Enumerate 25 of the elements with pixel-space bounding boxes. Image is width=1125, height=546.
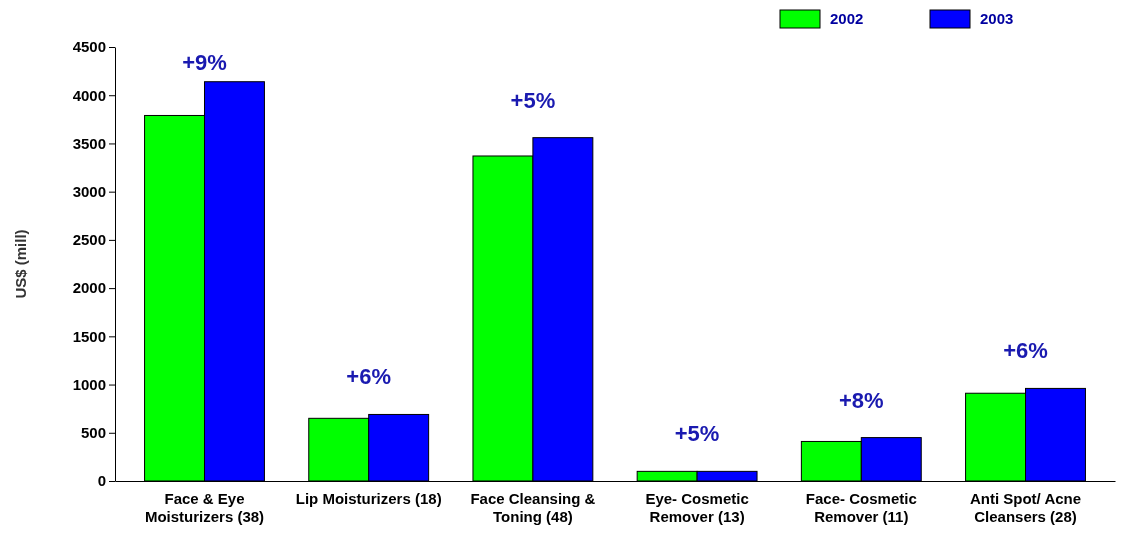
- y-tick-label: 3500: [72, 134, 106, 152]
- y-tick-label: 4500: [72, 38, 106, 56]
- annotation: +9%: [182, 49, 227, 75]
- y-tick-label: 2000: [72, 279, 106, 297]
- annotation: +6%: [346, 364, 392, 390]
- x-tick-label: Lip Moisturizers (18): [295, 489, 442, 507]
- x-tick-label: Eye- Cosmetic Remover (13): [645, 489, 749, 526]
- annotation: +8%: [838, 387, 884, 413]
- annotation: +5%: [674, 421, 720, 447]
- x-tick-label: Face & Eye Moisturizers (38): [144, 489, 265, 526]
- x-tick-label: Face Cleansing & Toning (48): [470, 489, 596, 526]
- x-tick-label: Face- Cosmetic Remover (11): [805, 489, 917, 526]
- annotation: +6%: [1003, 338, 1048, 364]
- y-tick-label: 500: [80, 424, 106, 442]
- y-tick-label: 0: [97, 472, 106, 490]
- y-tick-label: 3000: [72, 182, 106, 200]
- y-axis-title: US$ (mill): [12, 229, 29, 299]
- legend-label: 2002: [830, 10, 864, 27]
- y-tick-label: 2500: [72, 231, 106, 249]
- annotation: +5%: [510, 87, 556, 113]
- y-tick-label: 1000: [72, 375, 106, 393]
- y-tick-label: 1500: [72, 327, 106, 345]
- y-tick-label: 4000: [72, 86, 106, 104]
- legend-label: 2003: [980, 10, 1014, 27]
- x-tick-label: Anti Spot/ Acne Cleansers (28): [969, 489, 1082, 526]
